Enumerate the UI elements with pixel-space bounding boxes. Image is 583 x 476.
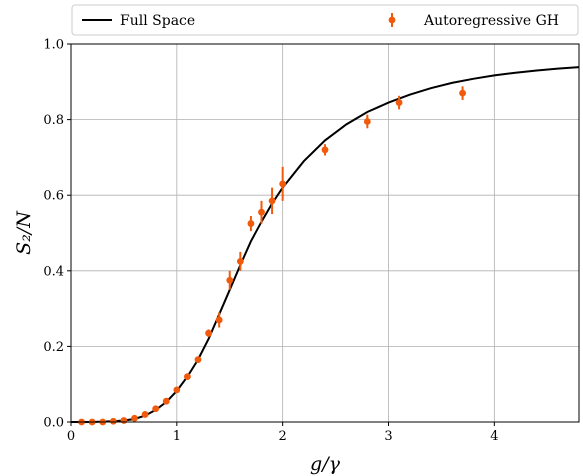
y-tick-label: 1.0 xyxy=(43,38,64,53)
plot-frame xyxy=(70,43,580,423)
data-point xyxy=(141,411,149,418)
data-point xyxy=(215,316,223,324)
data-point xyxy=(395,99,403,106)
data-point xyxy=(321,146,329,154)
y-tick-label: 0.2 xyxy=(43,340,64,355)
data-point xyxy=(162,397,170,405)
data-point xyxy=(226,276,234,284)
data-point xyxy=(236,257,244,265)
data-point xyxy=(173,386,181,394)
data-point xyxy=(459,89,466,97)
legend: Full Space Autoregressive GH xyxy=(71,4,579,36)
data-point xyxy=(258,208,265,216)
plot-series xyxy=(71,66,580,426)
data-point xyxy=(194,356,202,364)
data-point xyxy=(184,373,191,381)
x-tick-label: 0 xyxy=(67,429,75,444)
x-tick-label: 1 xyxy=(173,429,181,444)
data-point xyxy=(363,118,371,125)
data-point xyxy=(109,417,117,425)
data-point xyxy=(152,405,160,413)
y-tick-label: 0.4 xyxy=(43,264,64,279)
series-line-full-space xyxy=(71,66,580,423)
x-tick-label: 4 xyxy=(490,429,498,444)
y-tick-label: 0.0 xyxy=(43,416,64,431)
data-point xyxy=(268,197,276,205)
y-tick-label: 0.6 xyxy=(43,189,64,204)
data-point xyxy=(131,414,138,422)
legend-label-autoregressive-gh: Autoregressive GH xyxy=(423,13,559,29)
y-axis-label: S₂/N xyxy=(13,210,35,255)
legend-box xyxy=(71,4,579,36)
axis-ticks: 0 1 2 3 4 0.0 0.2 0.4 0.6 0.8 1.0 xyxy=(43,38,498,445)
x-tick-label: 2 xyxy=(279,429,287,444)
data-point xyxy=(205,329,212,337)
x-tick-label: 3 xyxy=(384,429,392,444)
grid xyxy=(70,43,579,423)
data-point xyxy=(247,220,255,227)
data-point xyxy=(120,417,128,424)
legend-swatch-marker xyxy=(388,16,396,24)
y-tick-label: 0.8 xyxy=(43,113,64,128)
legend-label-full-space: Full Space xyxy=(120,13,195,29)
x-axis-label: g/γ xyxy=(310,453,341,475)
data-point xyxy=(279,180,287,188)
